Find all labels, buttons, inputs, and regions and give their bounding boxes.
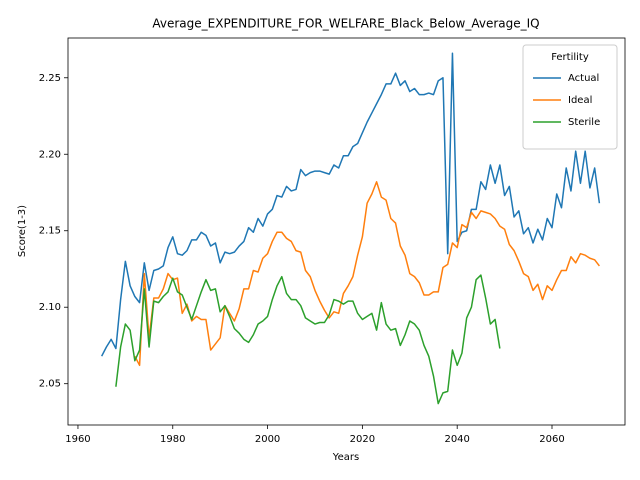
legend-box bbox=[522, 44, 618, 150]
legend-label: Sterile bbox=[568, 117, 600, 128]
plot-area bbox=[100, 52, 601, 405]
series-line bbox=[100, 52, 601, 357]
y-tick-label: 2.10 bbox=[39, 302, 61, 313]
x-tick-label: 2060 bbox=[539, 434, 564, 445]
y-tick-label: 2.05 bbox=[39, 379, 61, 390]
legend: Fertility Actual Ideal Sterile bbox=[522, 44, 618, 150]
y-tick-label: 2.20 bbox=[39, 149, 61, 160]
y-tick-label: 2.25 bbox=[39, 73, 61, 84]
legend-title: Fertility bbox=[551, 52, 589, 63]
legend-label: Ideal bbox=[568, 95, 592, 106]
x-tick-label: 2040 bbox=[444, 434, 469, 445]
y-tick-label: 2.15 bbox=[39, 226, 61, 237]
x-tick-label: 1960 bbox=[65, 434, 90, 445]
series-line bbox=[115, 274, 501, 405]
y-axis-label: Score(1-3) bbox=[17, 205, 28, 257]
axes-frame bbox=[67, 37, 626, 426]
legend-label: Actual bbox=[568, 73, 599, 84]
x-tick-label: 2000 bbox=[255, 434, 280, 445]
x-axis-label: Years bbox=[332, 452, 359, 463]
chart-title: Average_EXPENDITURE_FOR_WELFARE_Black_Be… bbox=[152, 17, 539, 31]
x-tick-label: 1980 bbox=[160, 434, 185, 445]
series-line bbox=[134, 181, 600, 367]
x-tick-label: 2020 bbox=[350, 434, 375, 445]
